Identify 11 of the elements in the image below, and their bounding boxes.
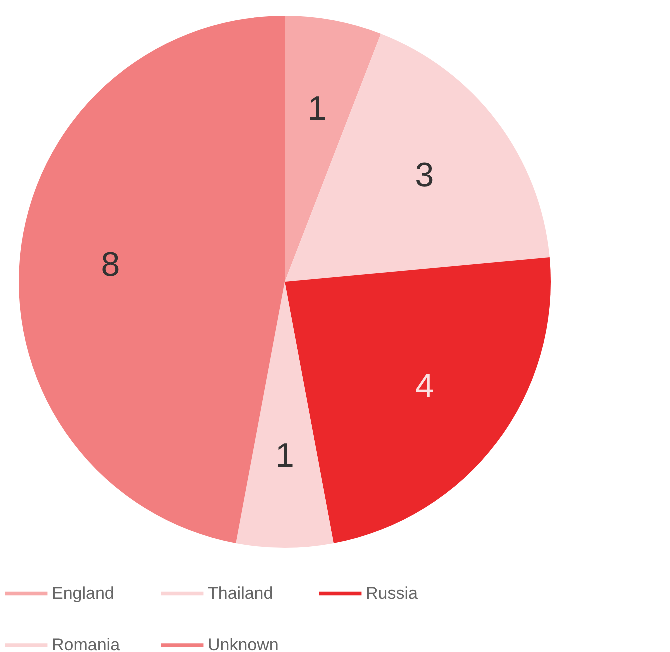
legend-label: England [52, 584, 114, 603]
legend-label: Russia [366, 584, 419, 603]
pie-slice [285, 16, 382, 282]
data-label: 1 [308, 90, 327, 128]
legend-label: Romania [52, 636, 121, 652]
data-label: 4 [415, 367, 434, 406]
data-label: 8 [101, 246, 120, 284]
data-label: 3 [415, 156, 434, 195]
legend-label: Thailand [208, 584, 274, 603]
legend-label: Unknown [208, 636, 279, 652]
data-label: 1 [276, 437, 294, 475]
